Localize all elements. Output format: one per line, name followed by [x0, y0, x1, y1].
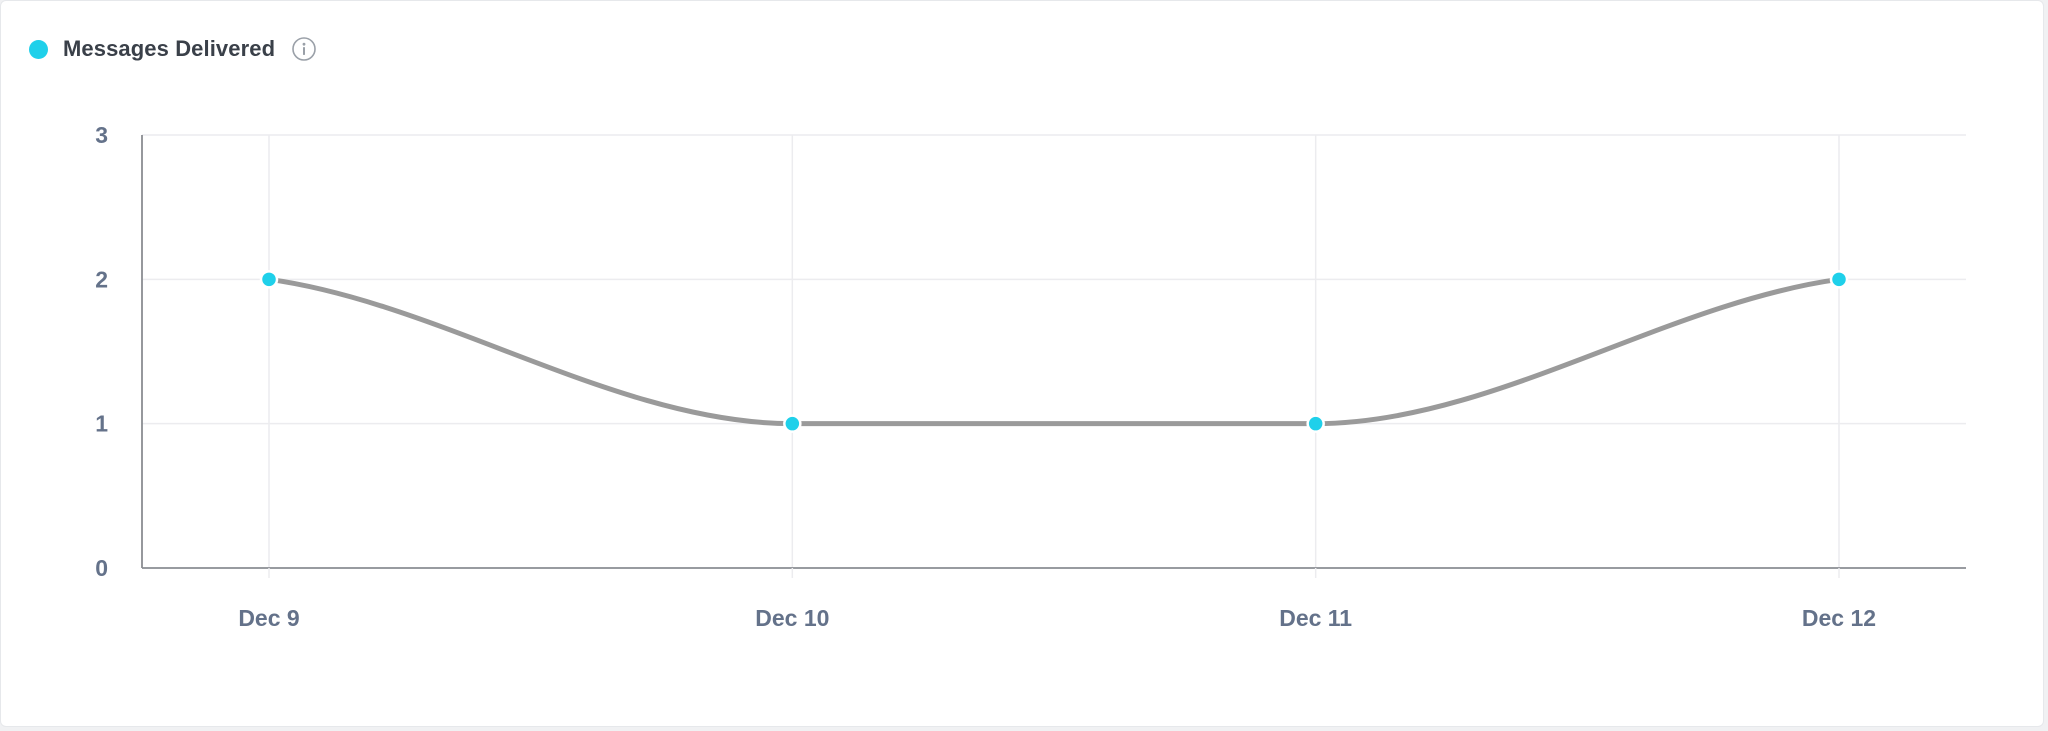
y-tick-label: 0	[95, 555, 108, 581]
x-tick-label: Dec 11	[1279, 605, 1352, 631]
y-tick-label: 1	[95, 411, 108, 437]
y-tick-label: 2	[95, 266, 108, 292]
legend[interactable]: Messages Delivered	[29, 34, 317, 64]
legend-dot-icon	[29, 39, 48, 59]
x-tick-label: Dec 9	[238, 605, 299, 631]
data-point	[1829, 270, 1849, 289]
x-tick-label: Dec 12	[1802, 605, 1876, 631]
data-point	[259, 270, 279, 289]
data-point	[783, 414, 802, 433]
x-tick-label: Dec 10	[755, 605, 829, 631]
info-icon[interactable]	[291, 36, 317, 62]
legend-label: Messages Delivered	[63, 36, 276, 61]
data-point	[1306, 414, 1325, 433]
series-line	[266, 276, 1842, 427]
y-tick-label: 3	[95, 122, 108, 148]
